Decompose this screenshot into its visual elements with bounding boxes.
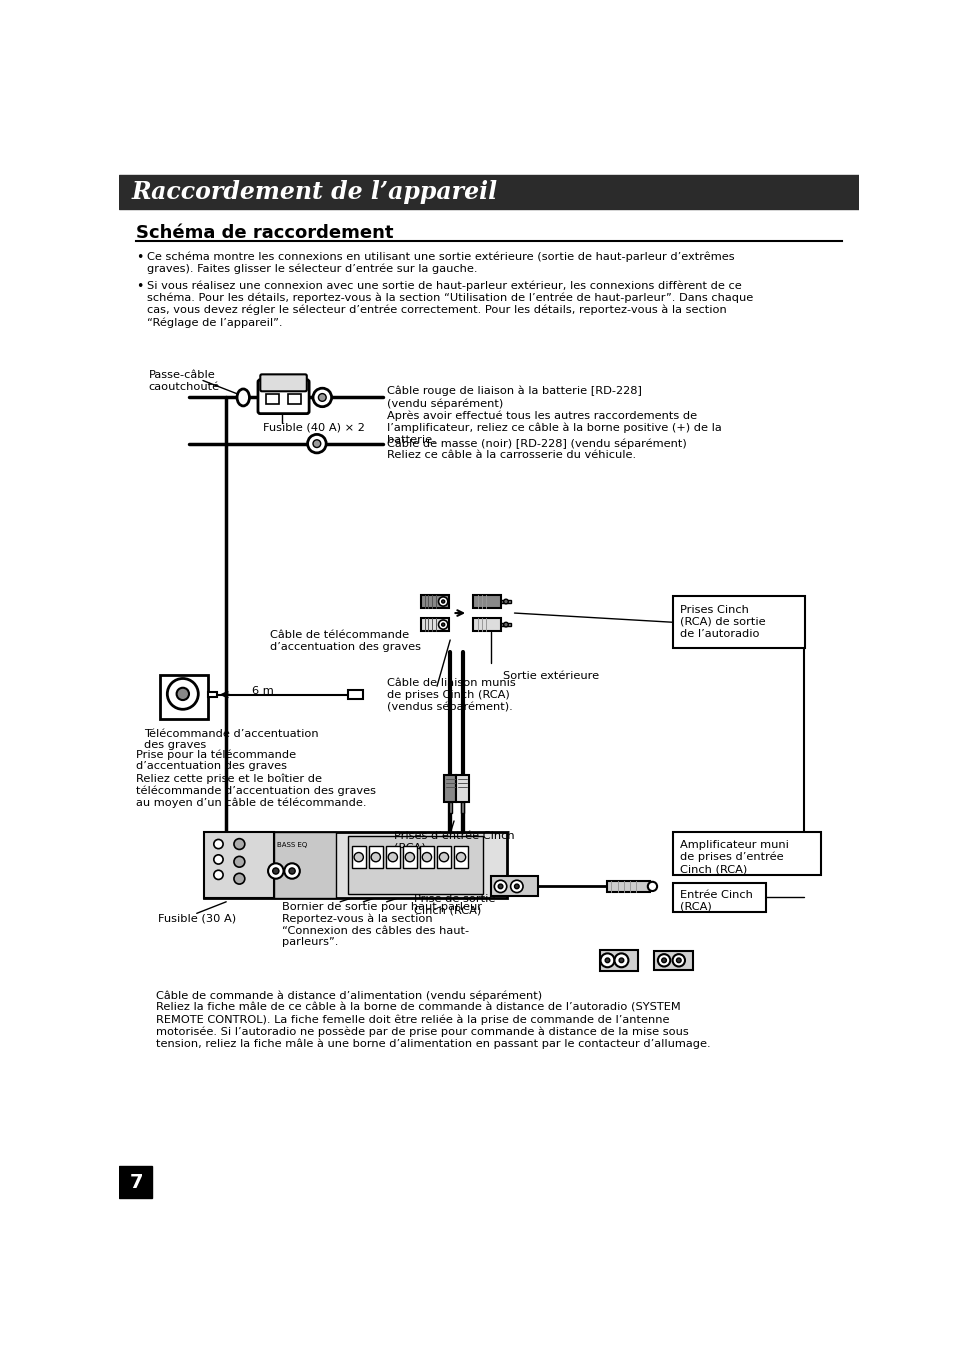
Circle shape: [514, 883, 518, 889]
Bar: [421, 595, 449, 607]
Circle shape: [176, 688, 189, 701]
Text: Câble de commande à distance d’alimentation (vendu séparément)
Reliez la fiche m: Câble de commande à distance d’alimentat…: [156, 991, 710, 1049]
Circle shape: [289, 869, 294, 874]
Text: BASS EQ: BASS EQ: [276, 841, 307, 848]
Circle shape: [672, 954, 684, 966]
Circle shape: [618, 958, 623, 962]
Bar: [456, 775, 468, 802]
Text: Prises Cinch
(RCA) de sortie
de l’autoradio: Prises Cinch (RCA) de sortie de l’autora…: [679, 606, 764, 638]
FancyBboxPatch shape: [257, 379, 309, 413]
Text: Prises d’entrée Cinch
(RCA): Prises d’entrée Cinch (RCA): [394, 831, 515, 852]
Circle shape: [658, 954, 670, 966]
Circle shape: [213, 870, 223, 879]
Text: Ce schéma montre les connexions en utilisant une sortie extérieure (sortie de ha: Ce schéma montre les connexions en utili…: [147, 251, 734, 274]
Text: •: •: [136, 280, 144, 294]
Bar: [473, 595, 500, 607]
Circle shape: [614, 954, 628, 967]
Circle shape: [313, 440, 320, 447]
Text: Télécommande d’accentuation
des graves: Télécommande d’accentuation des graves: [144, 729, 318, 751]
FancyBboxPatch shape: [260, 374, 307, 392]
Text: •: •: [136, 251, 144, 264]
Circle shape: [213, 840, 223, 848]
Ellipse shape: [236, 389, 249, 406]
Circle shape: [233, 856, 245, 867]
Bar: [454, 847, 468, 869]
Circle shape: [318, 393, 326, 401]
Circle shape: [233, 839, 245, 850]
Bar: [204, 832, 506, 898]
Circle shape: [388, 852, 397, 862]
Text: Câble de télécommande
d’accentuation des graves: Câble de télécommande d’accentuation des…: [270, 630, 421, 652]
Bar: [607, 881, 649, 892]
Bar: [654, 951, 692, 970]
Bar: [159, 675, 208, 720]
Circle shape: [371, 852, 380, 862]
Bar: [266, 394, 278, 404]
Bar: [119, 1165, 152, 1198]
Text: Bornier de sortie pour haut-parleur
Reportez-vous à la section
“Connexion des câ: Bornier de sortie pour haut-parleur Repo…: [282, 902, 481, 947]
Bar: [288, 394, 300, 404]
Bar: [673, 596, 804, 649]
Text: Si vous réalisez une connexion avec une sortie de haut-parleur extérieur, les co: Si vous réalisez une connexion avec une …: [147, 280, 753, 328]
Circle shape: [422, 852, 431, 862]
Text: Câble de liaison munis
de prises Cinch (RCA)
(vendus séparément).: Câble de liaison munis de prises Cinch (…: [386, 679, 515, 713]
Circle shape: [307, 435, 326, 453]
Bar: [673, 882, 765, 912]
Circle shape: [438, 621, 447, 629]
Circle shape: [405, 852, 415, 862]
Text: Prise pour la télécommande
d’accentuation des graves
Reliez cette prise et le bo: Prise pour la télécommande d’accentuatio…: [136, 749, 375, 808]
Text: Prise de sortie
Cinch (RCA): Prise de sortie Cinch (RCA): [414, 894, 495, 916]
Circle shape: [438, 598, 447, 606]
Text: 6 m: 6 m: [252, 686, 274, 696]
Text: Fusible (30 A): Fusible (30 A): [158, 913, 236, 923]
Text: Entrée Cinch
(RCA): Entrée Cinch (RCA): [679, 890, 752, 912]
Circle shape: [233, 874, 245, 883]
Circle shape: [213, 855, 223, 864]
Bar: [599, 950, 638, 972]
Text: Câble de masse (noir) [RD-228] (vendu séparément)
Reliez ce câble à la carrosser: Câble de masse (noir) [RD-228] (vendu sé…: [386, 438, 685, 461]
Bar: [208, 692, 216, 696]
Bar: [419, 847, 434, 869]
Circle shape: [284, 863, 299, 878]
Bar: [348, 836, 483, 894]
Bar: [473, 618, 500, 631]
Circle shape: [599, 954, 614, 967]
Circle shape: [167, 679, 198, 709]
Circle shape: [441, 623, 444, 626]
Circle shape: [354, 852, 363, 862]
Circle shape: [441, 600, 444, 603]
Bar: [402, 847, 416, 869]
Bar: [443, 775, 456, 802]
Text: Raccordement de l’appareil: Raccordement de l’appareil: [132, 180, 497, 203]
Bar: [204, 832, 274, 898]
Circle shape: [494, 881, 506, 893]
Circle shape: [661, 958, 666, 962]
Circle shape: [313, 389, 332, 406]
Bar: [385, 847, 399, 869]
Bar: [352, 847, 365, 869]
Bar: [421, 618, 449, 631]
Circle shape: [273, 869, 278, 874]
Circle shape: [503, 622, 508, 627]
Text: Schéma de raccordement: Schéma de raccordement: [136, 224, 394, 243]
Text: Câble rouge de liaison à la batterie [RD-228]
(vendu séparément)
Après avoir eff: Câble rouge de liaison à la batterie [RD…: [386, 386, 720, 444]
Bar: [673, 832, 820, 875]
Circle shape: [647, 882, 657, 892]
Text: Sortie extérieure: Sortie extérieure: [502, 671, 598, 680]
Circle shape: [510, 881, 522, 893]
Bar: [448, 802, 452, 813]
Circle shape: [676, 958, 680, 962]
Bar: [348, 690, 363, 699]
Circle shape: [439, 852, 448, 862]
Circle shape: [503, 599, 508, 604]
Text: 7: 7: [130, 1172, 144, 1191]
Bar: [274, 832, 335, 898]
Bar: [500, 623, 510, 626]
Bar: [436, 847, 451, 869]
Circle shape: [456, 852, 465, 862]
Text: Fusible (40 A) × 2: Fusible (40 A) × 2: [262, 423, 364, 432]
Bar: [460, 802, 464, 813]
Bar: [119, 175, 858, 209]
Bar: [491, 877, 537, 897]
Circle shape: [604, 958, 609, 962]
